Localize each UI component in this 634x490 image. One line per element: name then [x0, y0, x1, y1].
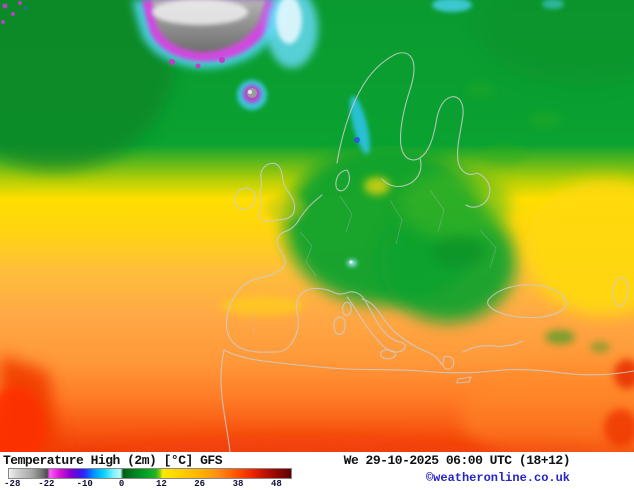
coast-corsica [342, 301, 352, 316]
scale-label: 12 [155, 479, 167, 489]
coast-caspian [612, 277, 629, 307]
coastlines [220, 52, 634, 452]
coast-crete [456, 376, 472, 384]
scale-label: -28 [4, 479, 21, 489]
temperature-scale: -28 -22 -10 0 12 26 38 48 [4, 468, 292, 490]
coast-iberia-med [276, 287, 350, 353]
coast-gulf-of-finland [465, 172, 491, 208]
coast-turkey [462, 340, 524, 353]
coast-north-africa [223, 349, 634, 376]
scale-label: 38 [232, 479, 244, 489]
coast-sicily [380, 349, 397, 360]
coast-sardinia [333, 316, 346, 336]
map-title: Temperature High (2m) [°C] GFS [3, 453, 223, 468]
legend-colorbar [8, 468, 292, 479]
scale-label: 0 [118, 479, 125, 489]
arctic-cold-features [1, 0, 564, 267]
scale-label: 48 [270, 479, 282, 489]
scale-labels: -28 -22 -10 0 12 26 38 48 [4, 479, 292, 489]
copyright-link[interactable]: ©weatheronline.co.uk [425, 471, 570, 485]
norway-mountain-cold [350, 95, 370, 155]
scale-label: -22 [38, 479, 55, 489]
coast-greece [442, 355, 455, 370]
coast-scandinavia [336, 52, 478, 175]
coast-italy [346, 291, 406, 353]
coast-great-britain [258, 162, 296, 222]
coast-morocco-atlantic [220, 349, 231, 452]
country-borders [251, 189, 497, 337]
map-canvas [0, 0, 634, 452]
coast-west-europe [225, 194, 323, 353]
map-datetime: We 29-10-2025 06:00 UTC (18+12) [343, 453, 571, 468]
legend-bar: Temperature High (2m) [°C] GFS We 29-10-… [0, 452, 634, 490]
coast-denmark [335, 169, 350, 192]
temperature-map [0, 0, 634, 452]
coast-ireland [233, 187, 257, 210]
coast-south-sweden [381, 157, 422, 188]
coast-adriatic [361, 298, 443, 366]
legend-caption-row: Temperature High (2m) [°C] GFS We 29-10-… [0, 453, 634, 468]
coast-black-sea [487, 284, 567, 319]
scale-label: -10 [76, 479, 93, 489]
scale-label: 26 [194, 479, 206, 489]
temperature-anomalies [0, 0, 634, 452]
